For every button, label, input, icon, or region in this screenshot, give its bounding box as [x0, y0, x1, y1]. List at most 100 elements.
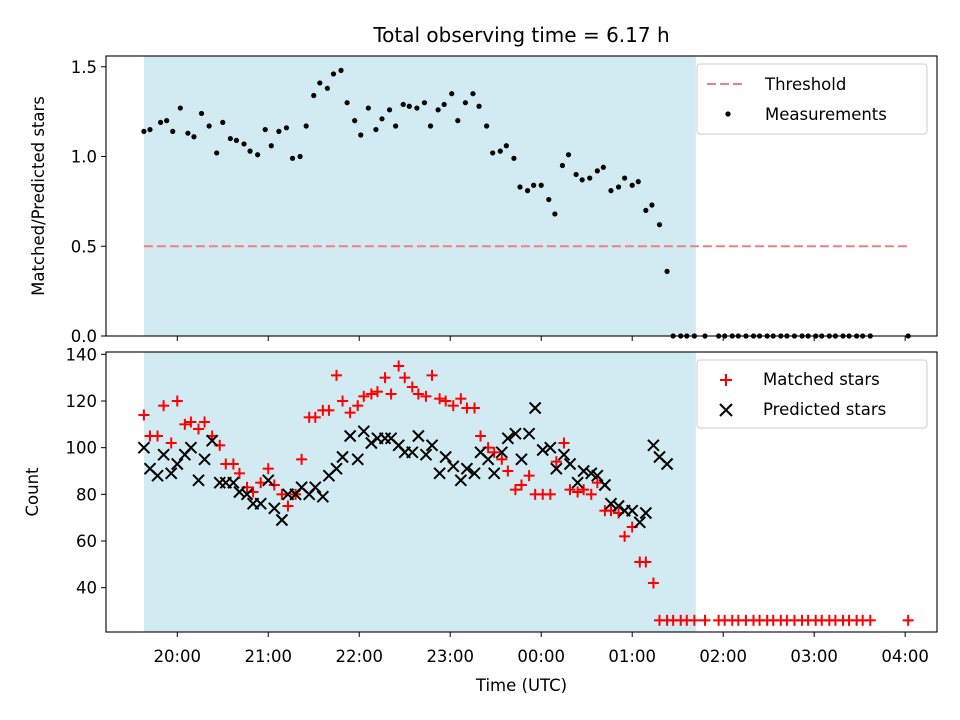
measurement-point: [379, 116, 385, 122]
top-x-ticks: [176, 336, 906, 341]
measurement-point: [297, 153, 303, 160]
predicted-star-stroke: [501, 432, 515, 445]
chart-title: Total observing time = 6.17 h: [372, 23, 669, 47]
predicted-star-point: [468, 467, 481, 480]
predicted-star-stroke: [412, 429, 425, 443]
predicted-stars-series: [137, 401, 674, 529]
predicted-star-point: [647, 439, 660, 452]
predicted-star-point: [198, 453, 211, 466]
matched-star-point: [406, 381, 418, 393]
bottom-x-ticks: 20:00 21:00 22:00 23:00 00:00 01:00 02:00 03:00…: [153, 632, 929, 666]
matched-star-point: [455, 393, 467, 405]
predicted-star-stroke: [653, 450, 666, 464]
predicted-star-point: [563, 457, 577, 471]
matched-star-point: [344, 407, 356, 419]
top-y-ticks: 0.0 0.5 1.0 1.5: [71, 58, 106, 346]
predicted-star-stroke: [468, 467, 481, 480]
predicted-star-stroke: [357, 425, 370, 438]
matched-star-point: [647, 577, 659, 589]
predicted-star-point: [571, 476, 584, 489]
matched-star-point: [158, 400, 170, 412]
predicted-star-point: [205, 434, 219, 447]
predicted-star-stroke: [544, 441, 557, 454]
predicted-star-point: [577, 464, 590, 478]
predicted-star-point: [528, 401, 542, 415]
predicted-star-stroke: [474, 446, 487, 459]
matched-star-point: [688, 614, 700, 626]
matched-star-point: [399, 372, 411, 384]
x-tick-label: 04:00: [881, 647, 929, 666]
predicted-star-point: [309, 481, 322, 494]
measurement-point: [664, 268, 670, 274]
predicted-star-point: [275, 513, 289, 527]
matched-star-point: [699, 614, 711, 626]
predicted-legend-swatch: [719, 403, 733, 417]
predicted-star-stroke: [633, 516, 646, 529]
measurement-point: [587, 175, 593, 181]
predicted-star-stroke: [351, 453, 364, 466]
matched-star-point: [426, 369, 438, 381]
bottom-y-ticks: 40 60 80 100 120 140: [66, 345, 106, 598]
predicted-star-stroke: [184, 441, 198, 454]
predicted-star-point: [336, 450, 349, 464]
measurement-point: [462, 100, 468, 106]
matched-star-point: [420, 390, 432, 402]
top-y-tick-label: 1.0: [71, 148, 97, 167]
matched-star-point: [591, 477, 603, 489]
measurement-point: [289, 155, 296, 161]
measurement-point: [573, 171, 579, 178]
predicted-star-stroke: [336, 450, 349, 464]
predicted-star-stroke: [604, 497, 618, 510]
predicted-star-stroke: [550, 462, 563, 475]
bottom-legend-box: [696, 359, 928, 429]
x-tick-label: 22:00: [335, 647, 383, 666]
measurement-point: [400, 101, 406, 108]
predicted-star-stroke: [137, 441, 151, 454]
measurement-point: [476, 103, 482, 109]
predicted-star-stroke: [392, 439, 405, 452]
predicted-star-stroke: [262, 474, 275, 487]
matched-star-point: [179, 418, 191, 430]
measurement-point: [324, 85, 330, 91]
predicted-star-stroke: [433, 467, 446, 480]
matched-star-point: [509, 484, 521, 496]
matched-star-point: [193, 423, 205, 435]
predicted-star-stroke: [660, 457, 674, 471]
bottom-y-axis-label: Count: [23, 467, 42, 517]
matched-star-point: [309, 411, 321, 423]
bottom-legend: Matched stars Predicted stars: [696, 359, 928, 429]
measurement-point: [538, 182, 544, 188]
measurement-point: [268, 143, 274, 149]
matched-star-point: [496, 453, 508, 465]
predicted-star-point: [425, 439, 439, 452]
matched-star-point: [447, 400, 459, 412]
predicted-star-point: [454, 474, 468, 487]
x-tick-label: 00:00: [517, 647, 565, 666]
matched-star-point: [864, 614, 876, 626]
predicted-star-stroke: [481, 453, 495, 466]
measurement-point: [421, 100, 428, 106]
predicted-star-point: [550, 462, 563, 475]
matched-stars-series: [138, 360, 914, 626]
measurement-point: [470, 91, 476, 97]
matched-star-point: [358, 390, 370, 402]
predicted-star-stroke: [639, 506, 653, 520]
matched-star-point: [199, 416, 211, 428]
predicted-star-point: [522, 427, 536, 440]
predicted-star-stroke: [425, 439, 439, 452]
predicted-star-stroke: [151, 469, 164, 482]
matched-star-point: [578, 484, 590, 496]
measurement-point: [579, 177, 585, 183]
matched-star-point: [902, 614, 914, 626]
predicted-star-stroke: [509, 427, 522, 440]
predicted-star-stroke: [198, 453, 211, 466]
matched-star-point: [550, 456, 562, 468]
predicted-star-point: [433, 467, 446, 480]
predicted-star-stroke: [295, 481, 308, 494]
predicted-star-stroke: [419, 448, 433, 461]
predicted-star-point: [254, 497, 267, 510]
predicted-star-point: [406, 446, 419, 459]
bottom-plot-frame: [105, 351, 938, 633]
predicted-star-stroke: [406, 446, 419, 459]
